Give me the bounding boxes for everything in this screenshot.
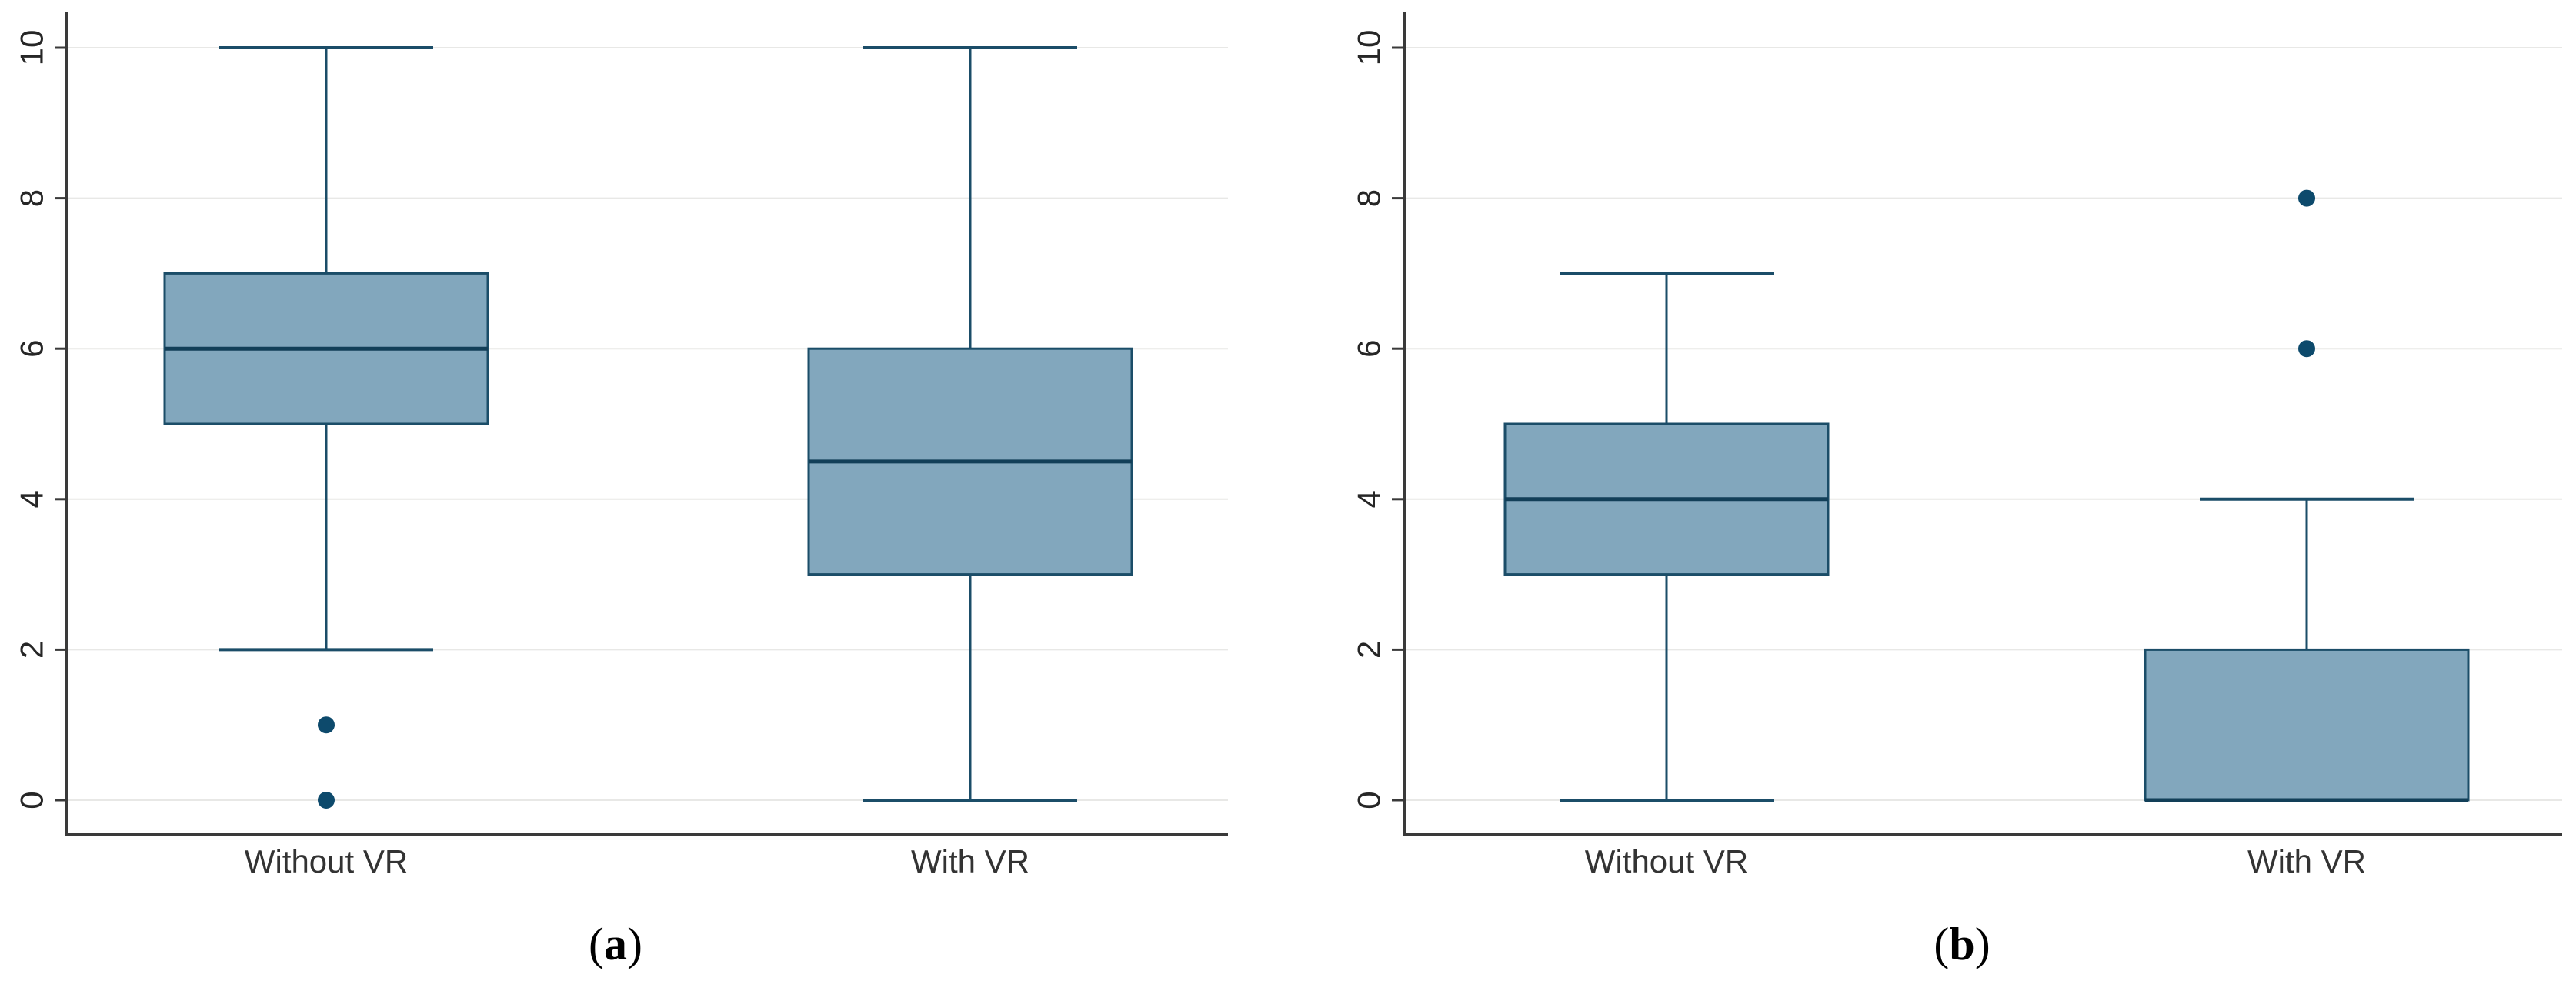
y-tick-label-8: 8 [14,189,50,207]
outlier-dot-without-vr-1 [318,716,335,734]
y-tick-label-4: 4 [1351,490,1387,508]
outlier-dot-without-vr-0 [318,792,335,809]
y-tick-label-4: 4 [14,490,50,508]
caption-a-open-paren: ( [589,919,604,969]
y-tick-label-10: 10 [14,30,50,66]
boxplot-panel-b: 0 2 4 6 8 10 Without VR With VR [1351,12,2562,879]
x-category-label-without-vr: Without VR [1585,843,1748,879]
y-tick-label-2: 2 [1351,641,1387,659]
y-tick-label-2: 2 [14,641,50,659]
caption-a-close-paren: ) [627,919,642,969]
panel-b-caption: (b) [1934,919,1990,969]
boxplot-panel-a: 0 2 4 6 8 10 Without VR With VR [14,12,1228,879]
y-tick-label-0: 0 [1351,791,1387,809]
y-tick-label-6: 6 [14,340,50,358]
panel-a-caption: (a) [589,919,642,969]
x-category-label-with-vr: With VR [2247,843,2366,879]
x-category-label-without-vr: Without VR [245,843,408,879]
x-category-label-with-vr: With VR [911,843,1029,879]
outlier-dot-with-vr-8 [2298,189,2315,207]
outlier-dot-with-vr-6 [2298,340,2315,358]
caption-b-letter: b [1949,919,1975,969]
iqr-box-with-vr [2144,648,2470,802]
caption-a-letter: a [604,919,627,969]
y-tick-label-0: 0 [14,791,50,809]
caption-b-close-paren: ) [1974,919,1990,969]
y-tick-label-6: 6 [1351,340,1387,358]
caption-b-open-paren: ( [1934,919,1950,969]
y-tick-label-8: 8 [1351,189,1387,207]
y-tick-label-10: 10 [1351,30,1387,66]
